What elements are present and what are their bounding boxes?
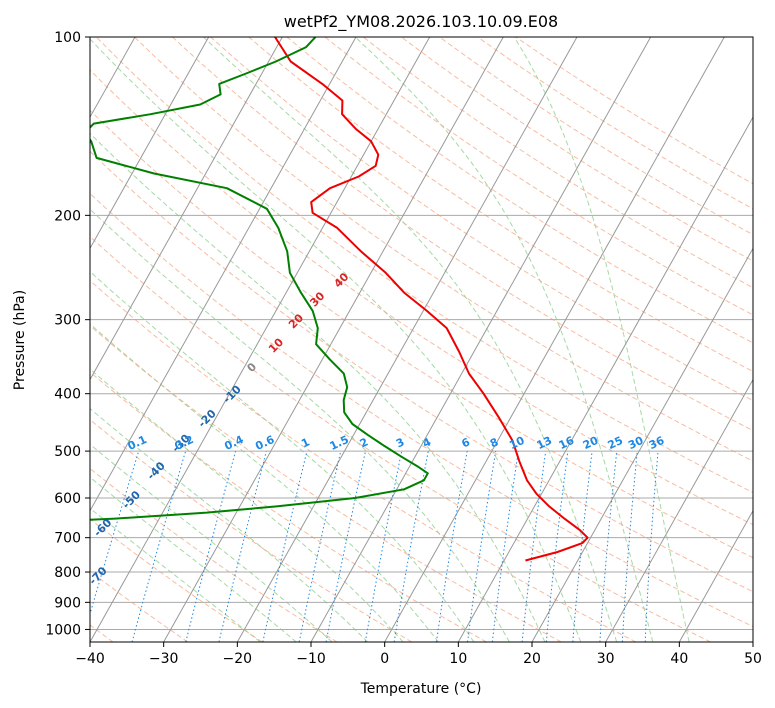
dry-adiabat-line [90,371,487,642]
y-tick-label: 400 [54,387,81,403]
x-tick-label: 30 [597,651,615,667]
dry-adiabat-line [90,235,711,642]
x-tick-label: 40 [670,651,688,667]
x-tick-label: 0 [380,651,389,667]
isotherm-line [163,37,504,642]
dry-adiabat-line [362,37,753,289]
axes-frame [89,36,754,643]
temperature-profile-line [274,37,589,562]
mixing-ratio-line [599,451,618,642]
moist-adiabat-line [90,476,297,642]
x-axis-ticks: −40 −30 −20 −10 0 10 20 30 40 50 [75,642,762,667]
x-axis-label: Temperature (°C) [360,681,482,697]
mixing-ratio-line [262,450,308,642]
dewpoint-profile-line [90,37,429,521]
isotherm-line [678,509,753,642]
isotherm-line [384,37,725,642]
dry-adiabat-line [210,37,753,402]
x-tick-label: −10 [296,651,326,667]
x-tick-label: 50 [744,651,762,667]
mixing-ratio-label: 16 [557,434,577,452]
isotherm-line [90,37,431,642]
y-axis-ticks: 100 200 300 400 500 600 700 800 900 1000 [45,30,90,638]
dry-adiabat-line [90,279,637,642]
moist-adiabat-line [90,507,261,642]
isotherm-line [310,37,652,642]
mixing-ratio-line [298,450,342,642]
dry-adiabat-line [90,518,263,642]
moist-adiabat-line [513,37,690,642]
isotherms [90,37,753,642]
dry-adiabat-line [90,69,753,526]
isotherm-line [531,247,753,642]
isotherm-line [90,37,357,512]
moist-adiabat-line [90,132,546,642]
isobars [90,37,753,630]
x-tick-label: 10 [449,651,467,667]
mixing-ratio-label: 10 [507,434,527,452]
mixing-ratio-line [521,451,547,642]
x-tick-label: −20 [223,651,253,667]
x-tick-label: −30 [149,651,179,667]
y-tick-label: 100 [54,30,81,46]
y-tick-label: 300 [54,313,81,329]
mixing-ratio-line [491,451,519,642]
y-axis-label: Pressure (hPa) [12,290,28,390]
mixing-ratio-line [131,450,187,642]
mixing-ratio-line [218,450,267,642]
mixing-ratio-label: 36 [647,434,667,452]
dry-adiabat-line [90,570,188,642]
dry-adiabats [90,37,753,642]
isotherm-line [457,116,753,642]
y-tick-label: 900 [54,595,81,611]
moist-adiabat-line [90,443,333,642]
y-tick-label: 700 [54,531,81,547]
mixing-ratio-line [90,450,140,616]
x-tick-label: −40 [75,651,105,667]
mixing-ratio-label: 13 [535,434,554,452]
chart-title: wetPf2_YM08.2026.103.10.09.E08 [284,12,558,32]
dry-adiabat-line [90,418,413,642]
y-tick-label: 800 [54,565,81,581]
mixing-ratio-lines [90,450,659,642]
y-tick-label: 200 [54,208,81,224]
profile-series [90,37,589,562]
moist-adiabat-line [90,323,439,642]
dry-adiabat-line [90,109,753,559]
dry-adiabat-line [324,37,753,316]
y-tick-label: 600 [54,491,81,507]
mixing-ratio-line [435,451,468,642]
x-tick-label: 20 [523,651,541,667]
isotherm-line [90,37,283,381]
isotherm-line [90,37,210,250]
mixing-ratio-line [467,451,497,642]
dry-adiabat-line [90,467,338,642]
y-tick-label: 1000 [45,622,81,638]
moist-adiabat-line [90,368,404,642]
moist-adiabat-line [203,37,618,642]
moist-adiabat-line [90,270,475,642]
mixing-ratio-labels: 0.1 0.2 0.4 0.6 1 1.5 2 3 4 6 8 10 13 16 20 25 30 36 [126,433,667,453]
isotherm-line [605,378,753,642]
y-tick-label: 500 [54,444,81,460]
mixing-ratio-line [185,450,236,642]
isotherm-line [236,37,578,642]
moist-adiabat-line [90,208,510,642]
mixing-ratio-label: 25 [606,434,625,452]
mixing-ratio-label: 20 [581,434,601,452]
dry-adiabat-line [172,37,753,432]
mixing-ratio-line [572,451,593,642]
mixing-ratio-line [545,451,569,642]
mixing-ratio-label: 30 [626,434,646,452]
dry-adiabat-line [90,192,753,628]
